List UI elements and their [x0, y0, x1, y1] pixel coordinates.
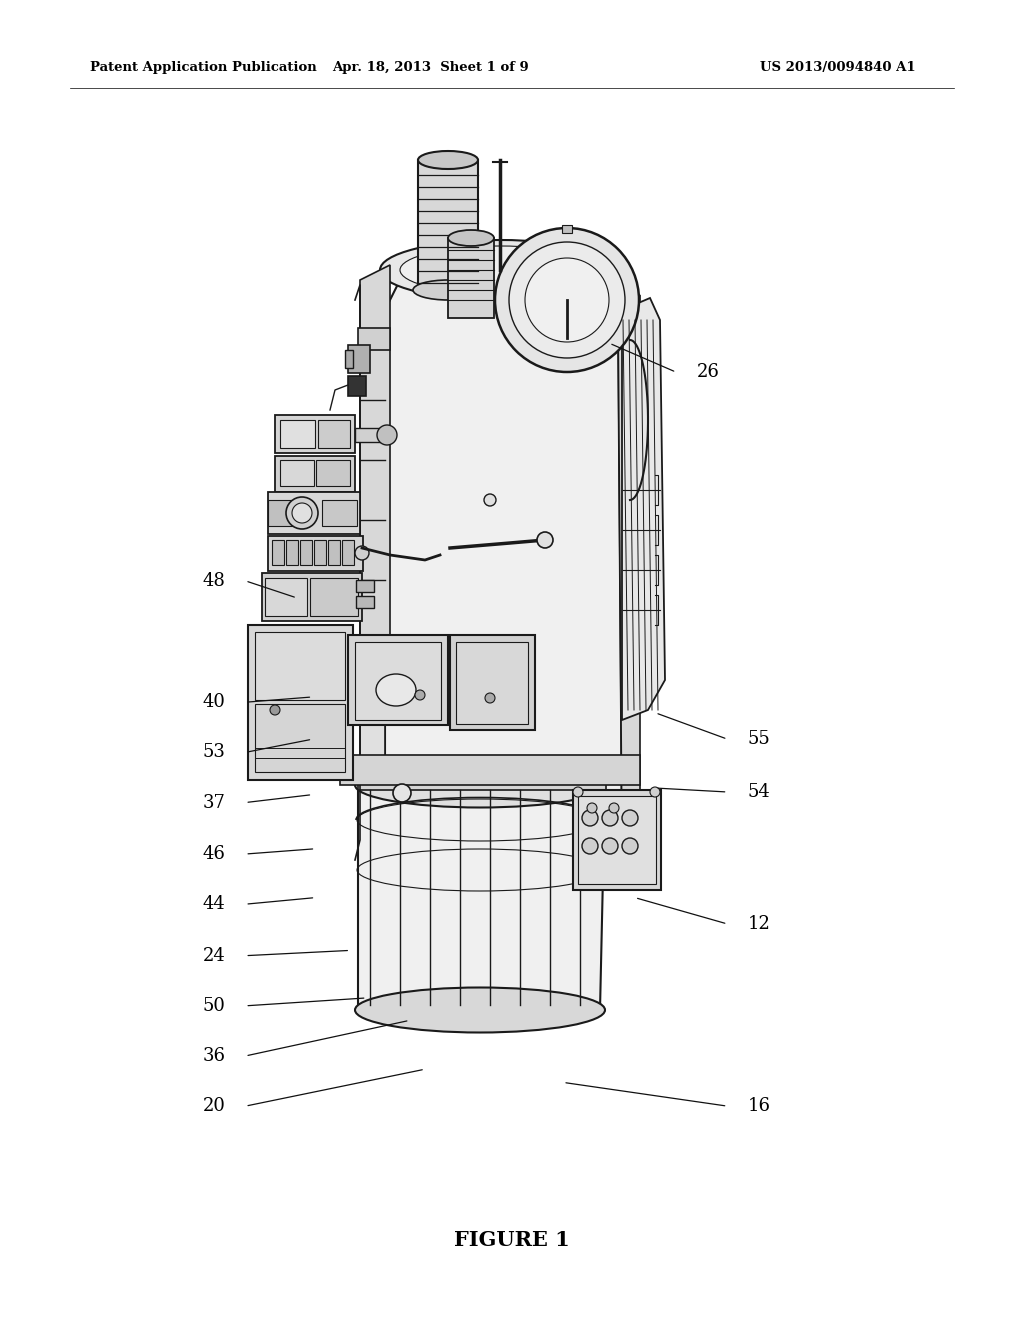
Bar [275, 455, 355, 492]
Bar [348, 635, 449, 725]
Circle shape [582, 838, 598, 854]
Bar [268, 500, 296, 525]
Bar [272, 540, 284, 565]
Circle shape [602, 810, 618, 826]
Bar [418, 160, 478, 290]
Circle shape [377, 425, 397, 445]
Circle shape [525, 257, 609, 342]
Text: US 2013/0094840 A1: US 2013/0094840 A1 [760, 62, 915, 74]
Bar [345, 350, 353, 368]
Circle shape [609, 803, 618, 813]
Circle shape [622, 810, 638, 826]
Bar [348, 376, 366, 396]
Text: 20: 20 [203, 1097, 225, 1115]
Bar [318, 420, 350, 447]
Bar [355, 428, 387, 442]
Ellipse shape [413, 280, 483, 300]
Circle shape [587, 803, 597, 813]
Text: 55: 55 [748, 730, 770, 748]
Text: 26: 26 [696, 363, 719, 381]
Text: 36: 36 [203, 1047, 225, 1065]
Circle shape [495, 228, 639, 372]
Bar [322, 500, 357, 525]
Bar [268, 536, 362, 572]
Text: 54: 54 [748, 783, 770, 801]
Circle shape [393, 784, 411, 803]
Bar [348, 345, 370, 374]
Circle shape [622, 838, 638, 854]
Circle shape [415, 690, 425, 700]
Polygon shape [618, 294, 640, 850]
Text: 12: 12 [748, 915, 770, 933]
Text: 24: 24 [203, 946, 225, 965]
Polygon shape [360, 290, 385, 840]
Bar [300, 540, 312, 565]
Bar [355, 642, 441, 719]
Ellipse shape [355, 987, 605, 1032]
Circle shape [602, 838, 618, 854]
Bar [340, 755, 640, 785]
Text: Apr. 18, 2013  Sheet 1 of 9: Apr. 18, 2013 Sheet 1 of 9 [332, 62, 528, 74]
Text: FIGURE 1: FIGURE 1 [454, 1230, 570, 1250]
Bar [275, 414, 355, 453]
Bar [562, 224, 572, 234]
Bar [328, 540, 340, 565]
Bar [358, 327, 390, 350]
Bar [456, 642, 528, 723]
Circle shape [270, 705, 280, 715]
Bar [450, 635, 535, 730]
Ellipse shape [380, 240, 620, 300]
Circle shape [292, 503, 312, 523]
Circle shape [355, 546, 369, 560]
Bar [356, 579, 374, 591]
Bar [262, 573, 362, 620]
Circle shape [509, 242, 625, 358]
Text: 48: 48 [203, 572, 225, 590]
Bar [356, 597, 374, 609]
Text: 16: 16 [748, 1097, 770, 1115]
Bar [316, 459, 350, 486]
Circle shape [485, 693, 495, 704]
Circle shape [582, 810, 598, 826]
Polygon shape [622, 298, 665, 719]
Ellipse shape [400, 246, 600, 294]
Bar [286, 540, 298, 565]
Bar [449, 238, 494, 318]
Bar [314, 540, 326, 565]
Circle shape [537, 532, 553, 548]
Polygon shape [358, 785, 605, 1010]
Ellipse shape [418, 150, 478, 169]
Bar [310, 578, 358, 616]
Bar [265, 578, 307, 616]
Ellipse shape [449, 230, 494, 246]
Polygon shape [385, 260, 622, 890]
Circle shape [650, 787, 660, 797]
Circle shape [286, 498, 318, 529]
Bar [578, 796, 656, 884]
Text: Patent Application Publication: Patent Application Publication [90, 62, 316, 74]
Bar [248, 624, 353, 780]
Text: 40: 40 [203, 693, 225, 711]
Text: 53: 53 [203, 743, 225, 762]
Bar [255, 704, 345, 772]
Text: 37: 37 [203, 793, 225, 812]
Text: 46: 46 [203, 845, 225, 863]
Bar [342, 540, 354, 565]
Circle shape [573, 787, 583, 797]
Bar [255, 632, 345, 700]
Bar [268, 492, 360, 535]
Bar [280, 459, 314, 486]
Ellipse shape [376, 675, 416, 706]
Ellipse shape [355, 763, 605, 808]
Circle shape [484, 494, 496, 506]
Text: 50: 50 [203, 997, 225, 1015]
Bar [280, 420, 315, 447]
Polygon shape [360, 265, 390, 690]
Bar [358, 762, 606, 789]
Text: 44: 44 [203, 895, 225, 913]
Bar [573, 789, 662, 890]
